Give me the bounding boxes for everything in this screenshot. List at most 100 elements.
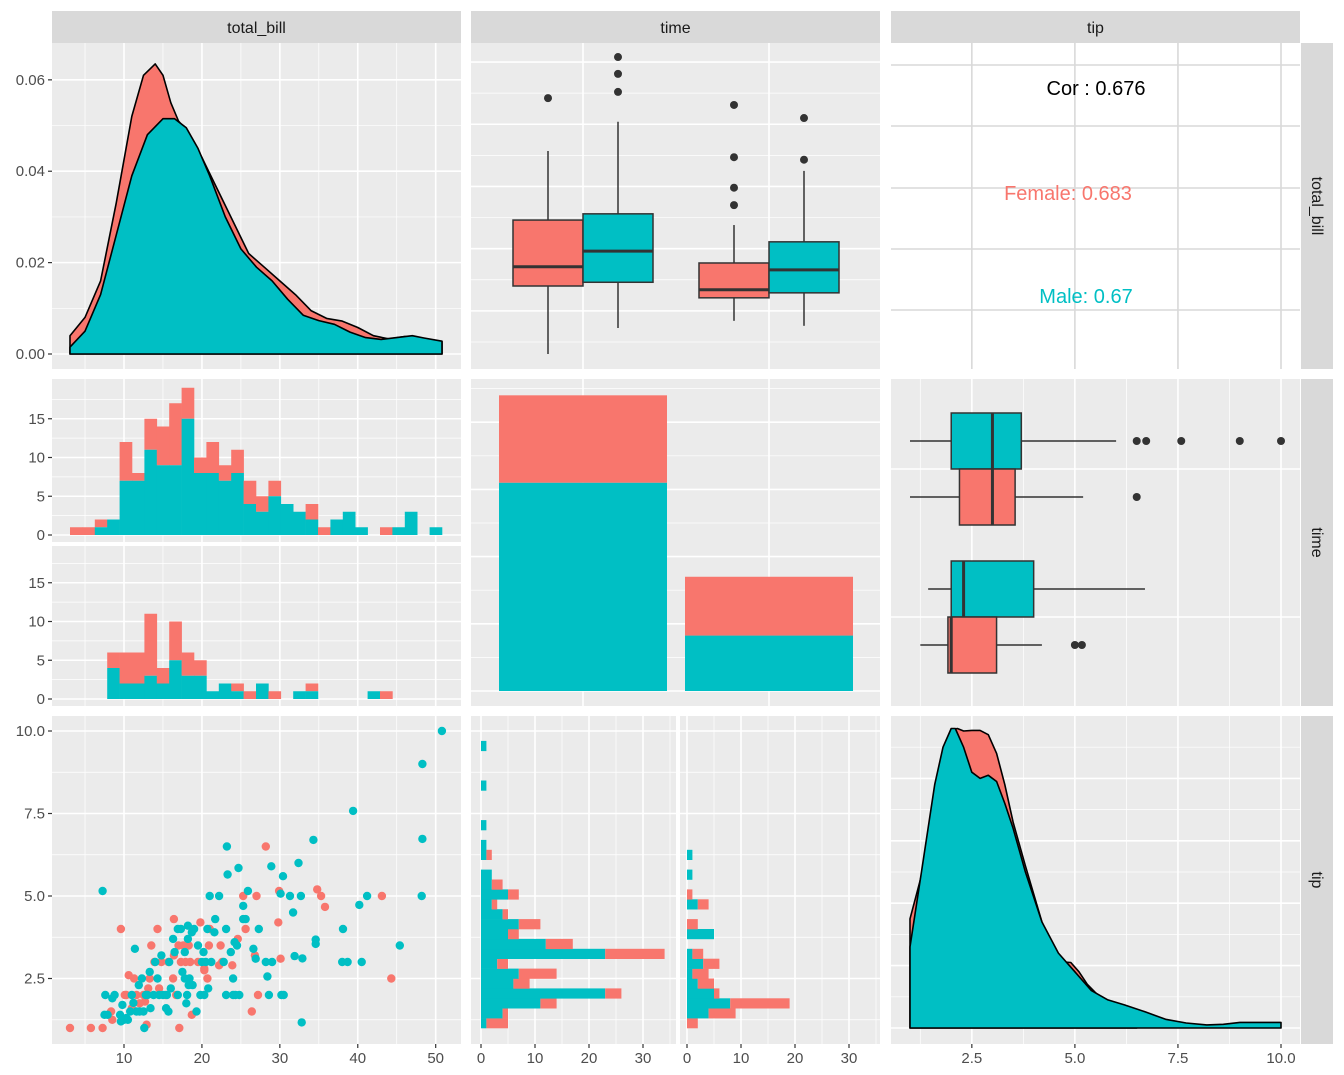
hist-bar-male <box>367 691 381 699</box>
scatter-point-female <box>116 924 126 934</box>
scatter-point-male <box>343 957 352 967</box>
hist-bar-male <box>481 988 606 999</box>
scatter-point-male <box>134 980 143 990</box>
y-tick-label: 5 <box>37 488 45 505</box>
tip-boxplot-dinner-male-outlier <box>1177 437 1186 445</box>
hist-bar-male <box>206 691 220 699</box>
x-tick-label: 10 <box>116 1050 133 1067</box>
hist-bar-male <box>194 675 207 699</box>
hist-bar-male <box>429 527 443 535</box>
hist-bar-female <box>687 889 693 900</box>
hist-bar-female <box>107 652 120 668</box>
scatter-point-male <box>214 891 224 901</box>
hist-bar-male <box>687 929 714 940</box>
hist-bar-female <box>231 449 244 473</box>
scatter-point-female <box>216 941 225 950</box>
hist-bar-female <box>545 938 573 950</box>
hist-bar-female <box>486 849 492 860</box>
hist-bar-male <box>481 998 541 1009</box>
tip-boxplot-lunch-female-outlier <box>1077 641 1086 649</box>
hist-bar-male <box>481 820 487 831</box>
hist-bar-male <box>392 527 406 535</box>
hist-bar-female <box>268 480 282 497</box>
scatter-point-male <box>298 954 307 963</box>
y-tick-label: 0.02 <box>16 255 45 272</box>
scatter-point-male <box>165 957 174 967</box>
scatter-point-male <box>417 891 426 901</box>
scatter-point-female <box>184 941 193 950</box>
boxplot-dinner-male-box <box>582 213 654 284</box>
tip-boxplot-lunch-female-outlier <box>1070 641 1079 649</box>
hist-bar-male <box>181 418 195 535</box>
scatter-point-male <box>183 921 193 930</box>
y-tick-label: 7.5 <box>24 806 45 823</box>
scatter-point-female <box>316 891 326 901</box>
hist-bar-male <box>305 519 319 535</box>
x-tick-label: 10 <box>733 1050 750 1067</box>
hist-bar-male <box>107 519 120 535</box>
scatter-point-female <box>228 961 237 970</box>
hist-bar-male <box>194 473 207 535</box>
hist-bar-male <box>132 480 145 535</box>
scatter-point-male <box>221 924 231 934</box>
scatter-point-male <box>200 990 209 1000</box>
hist-bar-male <box>156 465 170 535</box>
hist-bar-male <box>481 919 519 930</box>
scatter-point-female <box>203 974 212 983</box>
hist-bar-female <box>169 403 182 466</box>
hist-bar-male <box>169 660 182 699</box>
scatter-point-male <box>157 951 166 960</box>
scatter-point-male <box>239 901 248 911</box>
scatter-point-male <box>118 1000 127 1010</box>
scatter-point-male <box>437 726 447 736</box>
hist-bar-male <box>687 988 714 999</box>
x-tick-label: 0 <box>477 1050 485 1067</box>
y-tick-label: 10.0 <box>16 723 45 740</box>
hist-bar-female <box>94 519 108 528</box>
scatter-point-male <box>127 990 136 1000</box>
hist-bar-male <box>481 958 498 969</box>
scatter-point-male <box>176 924 186 934</box>
boxplot-lunch-female-outlier <box>730 183 738 192</box>
scatter-point-male <box>199 947 208 957</box>
tip-density-area-male <box>909 727 1282 1029</box>
scatter-point-male <box>288 908 298 917</box>
hist-bar-male <box>169 465 182 535</box>
panel-scatter <box>52 716 461 1044</box>
hist-bar-male <box>687 869 693 880</box>
hist-bar-male <box>687 1008 709 1019</box>
scatter-point-male <box>166 984 175 993</box>
boxplot-dinner-female-box <box>512 219 584 287</box>
scatter-point-male <box>211 914 220 924</box>
hist-bar-female <box>697 978 714 989</box>
scatter-point-female <box>169 914 179 924</box>
scatter-point-male <box>192 1007 201 1016</box>
hist-bar-male <box>481 968 519 979</box>
y-tick-label: 2.5 <box>24 971 45 988</box>
scatter-point-male <box>338 924 348 934</box>
x-tick-label: 10 <box>527 1050 544 1067</box>
scatter-point-male <box>123 1015 133 1024</box>
hist-bar-male <box>256 683 269 699</box>
hist-bar-male <box>481 1008 503 1019</box>
correlation-label-female: Female: 0.683 <box>1004 183 1132 205</box>
hist-bar-female <box>132 652 145 684</box>
strip-top-label: total_bill <box>227 20 286 37</box>
hist-bar-female <box>119 442 133 481</box>
scatter-point-male <box>357 957 366 967</box>
scatter-point-female <box>98 1023 107 1033</box>
scatter-point-female <box>377 891 387 901</box>
bar-dinner-female <box>499 395 667 483</box>
hist-bar-female <box>218 465 232 481</box>
scatter-point-male <box>296 891 306 901</box>
hist-bar-female <box>305 504 319 520</box>
scatter-point-male <box>182 999 191 1008</box>
hist-bar-male <box>481 909 503 920</box>
hist-bar-female <box>491 879 503 890</box>
hist-bar-male <box>404 511 418 535</box>
scatter-point-male <box>162 990 172 1000</box>
hist-bar-female <box>156 426 170 466</box>
correlation-label-male: Male: 0.67 <box>1039 286 1132 308</box>
scatter-point-male <box>173 990 182 1000</box>
boxplot-lunch-male-outlier <box>800 114 808 123</box>
